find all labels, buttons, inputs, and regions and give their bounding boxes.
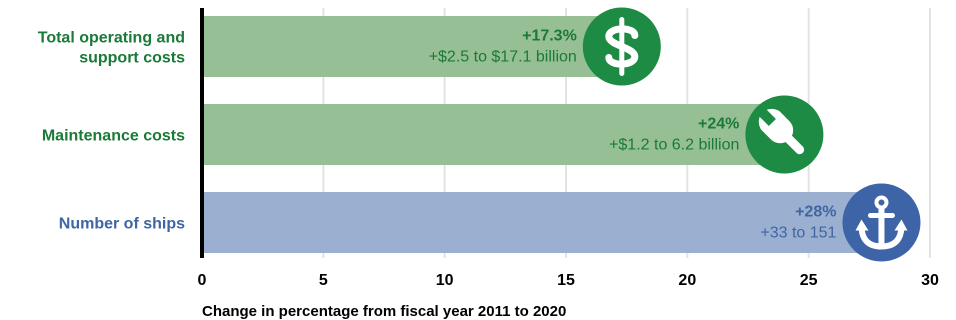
- x-axis-title: Change in percentage from fiscal year 20…: [202, 303, 566, 320]
- wrench-icon: [745, 95, 824, 174]
- bar-annotations: +17.3% +$2.5 to $17.1 billion +24% +$1.2 to…: [429, 28, 837, 242]
- percent-label: +17.3%: [522, 28, 577, 45]
- detail-label: +$2.5 to $17.1 billion: [429, 49, 577, 66]
- category-label: support costs: [79, 50, 185, 67]
- category-label: Number of ships: [59, 216, 185, 233]
- bar: [202, 192, 882, 253]
- x-tick-label: 15: [557, 272, 575, 289]
- x-tick-labels: 0 5 10 15 20 25 30: [198, 272, 939, 289]
- x-tick-label: 0: [198, 272, 207, 289]
- category-label: Maintenance costs: [42, 128, 185, 145]
- x-tick-label: 20: [678, 272, 696, 289]
- x-tick-label: 5: [319, 272, 328, 289]
- x-tick-label: 25: [800, 272, 818, 289]
- category-labels: Total operating and support costs Maintena…: [38, 30, 185, 233]
- x-tick-label: 10: [436, 272, 454, 289]
- dollar-sign-icon: [582, 7, 661, 86]
- anchor-icon: [842, 183, 921, 262]
- percent-label: +28%: [795, 204, 836, 221]
- bars-group: [202, 16, 882, 253]
- bar: [202, 104, 785, 165]
- bar-icons: [582, 7, 921, 262]
- bar: [202, 16, 622, 77]
- x-tick-label: 30: [921, 272, 939, 289]
- detail-label: +33 to 151: [760, 225, 836, 242]
- category-label: Total operating and: [38, 30, 185, 47]
- percent-label: +24%: [698, 116, 739, 133]
- detail-label: +$1.2 to 6.2 billion: [609, 137, 739, 154]
